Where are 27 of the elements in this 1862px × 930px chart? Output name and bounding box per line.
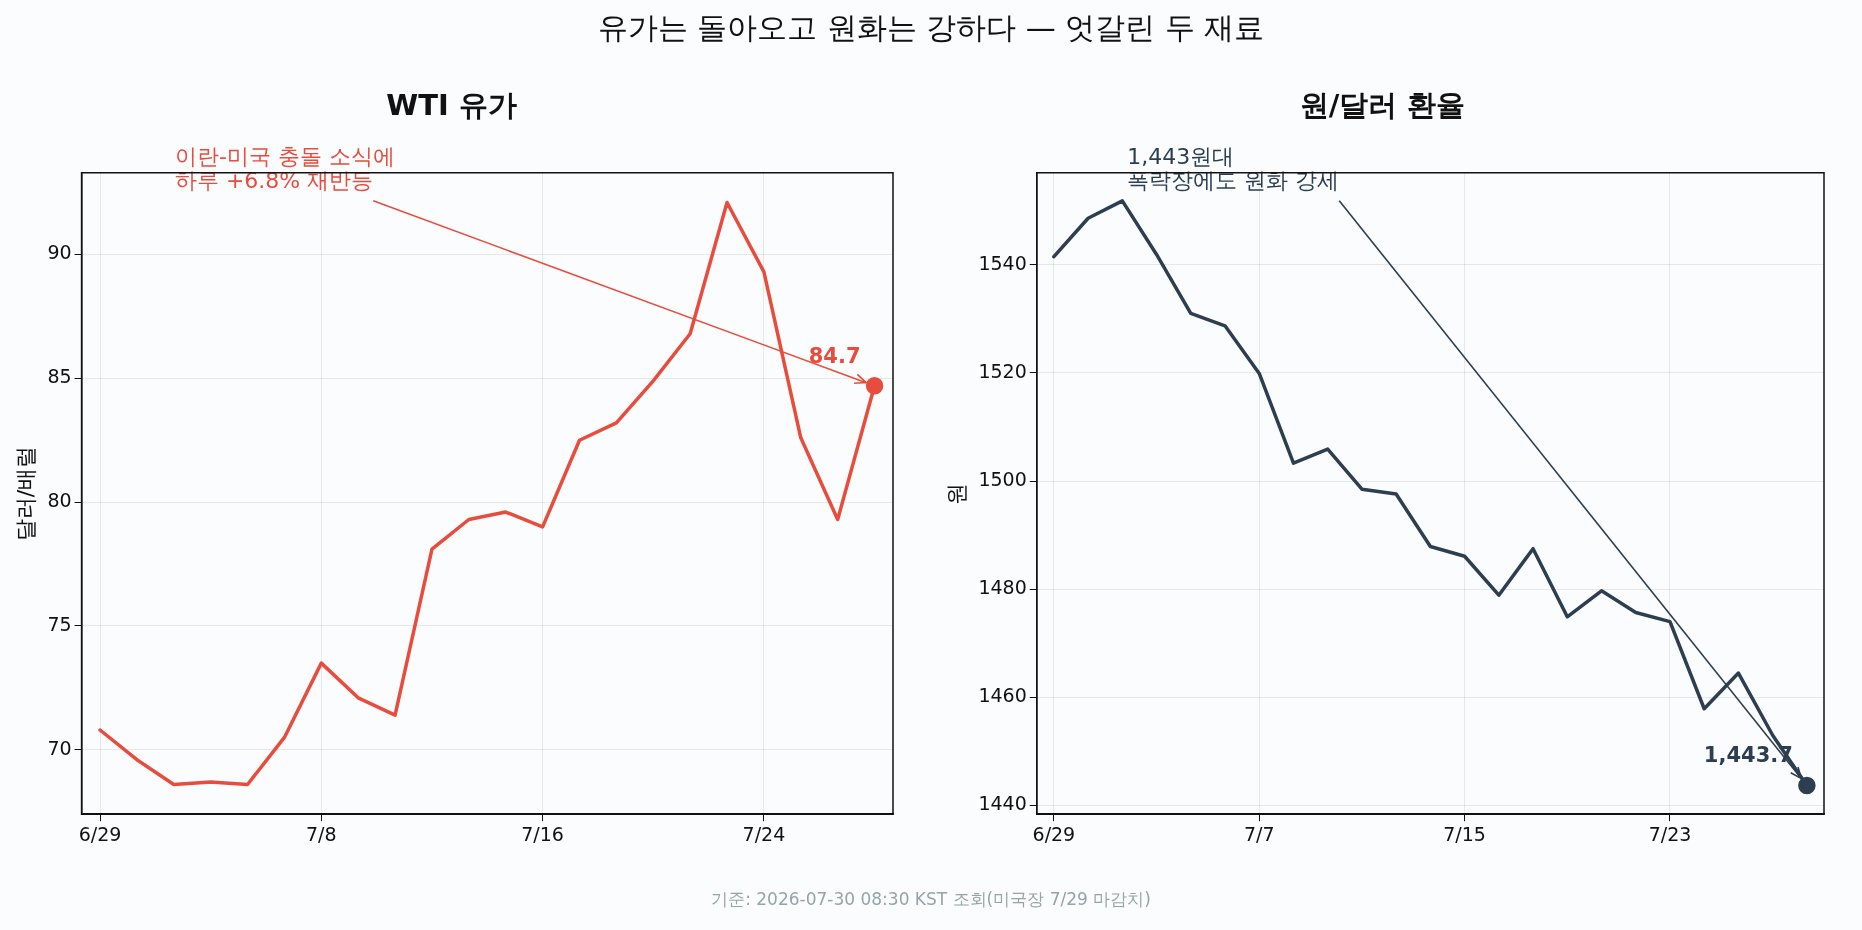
y-tick-label: 1480	[978, 576, 1027, 599]
x-tick-label: 7/23	[1648, 822, 1692, 845]
y-tick-label: 80	[47, 489, 72, 512]
chart-title: 원/달러 환율	[1299, 87, 1466, 122]
x-tick-label: 7/24	[742, 822, 786, 845]
x-tick-label: 7/16	[521, 822, 564, 845]
chart-title: WTI 유가	[386, 87, 517, 122]
x-tick-label: 6/29	[1032, 822, 1076, 845]
y-tick-label: 75	[47, 612, 72, 635]
y-tick-label: 1500	[978, 468, 1027, 490]
text: 기준: 2026-07-30 08:30 KST 조회(미국장 7/29 마감치)	[710, 888, 1152, 911]
x-tick-label: 6/29	[78, 822, 122, 845]
y-axis-title: 달러/배럴	[12, 445, 38, 542]
text: 유가는 돌아오고 원화는 강하다 — 엇갈린 두 재료	[596, 9, 1266, 47]
y-tick-label: 85	[47, 365, 72, 388]
y-tick-label: 1540	[978, 251, 1027, 274]
x-tick-label: 7/15	[1443, 822, 1486, 845]
x-tick-label: 7/8	[306, 822, 337, 845]
y-tick-label: 90	[47, 241, 72, 264]
y-axis-title: 원	[943, 482, 969, 505]
annotation: 1,443원대 폭락장에도 원화 강세	[1127, 143, 1340, 193]
y-tick-label: 1520	[978, 359, 1027, 382]
y-tick-label: 1440	[978, 792, 1027, 815]
y-tick-label: 70	[47, 736, 72, 759]
data-label: 84.7	[808, 343, 861, 368]
y-tick-label: 1460	[978, 684, 1027, 707]
x-tick-label: 7/7	[1243, 822, 1275, 845]
